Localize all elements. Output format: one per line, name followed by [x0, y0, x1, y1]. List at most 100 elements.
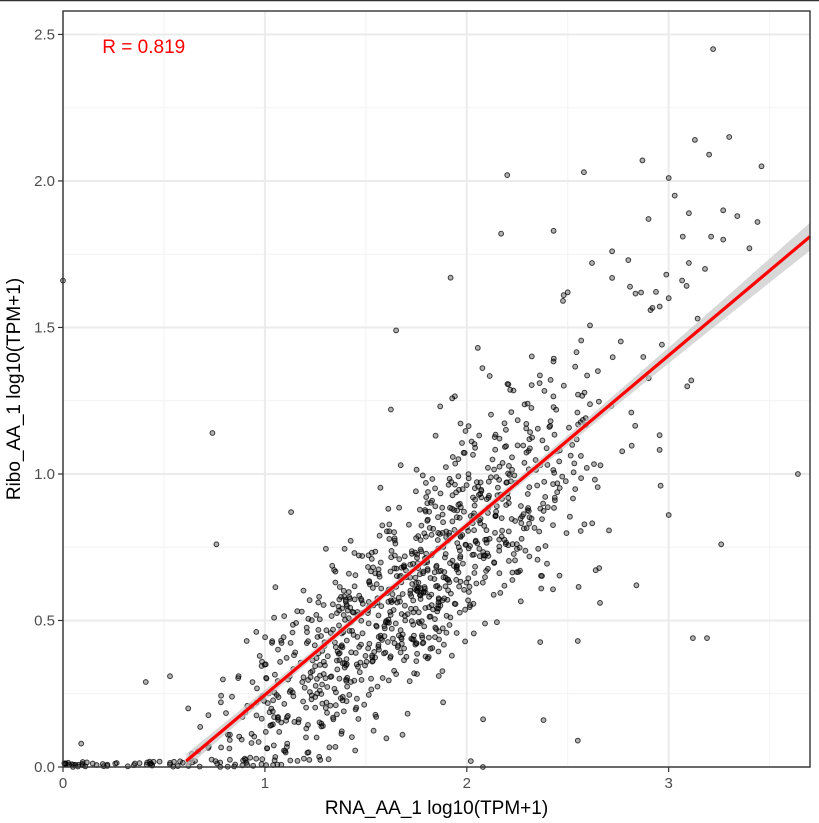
data-point — [363, 658, 370, 665]
data-point — [477, 490, 484, 497]
data-point — [550, 393, 557, 400]
data-point — [485, 464, 491, 471]
data-point — [314, 676, 320, 682]
data-point — [388, 406, 394, 413]
data-point — [559, 473, 566, 480]
data-point — [408, 618, 415, 625]
data-point — [303, 624, 310, 631]
data-point — [453, 576, 460, 583]
data-point — [418, 618, 425, 624]
data-point — [596, 398, 602, 405]
data-point — [328, 613, 335, 619]
data-point — [359, 630, 366, 637]
data-point — [591, 461, 597, 468]
data-point — [531, 525, 538, 531]
data-point — [463, 542, 470, 548]
data-point — [512, 557, 518, 564]
data-point — [671, 192, 678, 199]
data-point — [283, 717, 290, 724]
data-point — [399, 591, 406, 597]
data-point — [542, 543, 549, 549]
data-point — [345, 589, 352, 595]
data-point — [541, 478, 548, 485]
data-point — [683, 283, 690, 289]
data-point — [229, 693, 235, 700]
data-point — [391, 529, 398, 536]
data-point — [433, 583, 439, 590]
data-point — [242, 757, 249, 763]
data-point — [632, 422, 639, 429]
data-point — [746, 245, 753, 252]
data-point — [457, 420, 464, 427]
data-point — [332, 744, 339, 750]
data-point — [534, 482, 541, 489]
y-tick-label: 0.5 — [34, 612, 55, 629]
data-point — [266, 709, 273, 716]
data-point — [578, 453, 584, 459]
data-point — [336, 650, 343, 656]
data-point — [443, 612, 450, 619]
data-point — [303, 725, 310, 732]
data-point — [332, 702, 339, 709]
data-point — [342, 617, 348, 623]
data-point — [409, 636, 416, 643]
data-point — [401, 645, 408, 652]
data-point — [426, 634, 432, 641]
data-point — [476, 545, 483, 552]
data-point — [538, 572, 544, 579]
data-point — [365, 620, 372, 627]
data-point — [332, 579, 339, 586]
data-point — [414, 650, 421, 657]
data-point — [319, 681, 326, 688]
data-point — [372, 570, 379, 577]
data-point — [527, 445, 533, 452]
data-point — [539, 516, 545, 522]
axes: 0 1 2 3 0.0 0.5 1.0 1.5 2.0 2.5 — [34, 26, 673, 792]
data-point — [327, 674, 334, 680]
data-point — [656, 432, 663, 439]
data-point — [513, 541, 520, 548]
data-point — [355, 716, 362, 722]
data-point — [298, 608, 305, 615]
data-point — [287, 757, 294, 764]
data-point — [462, 606, 469, 613]
data-point — [422, 605, 429, 611]
data-point — [136, 760, 143, 767]
x-tick-label: 3 — [665, 775, 673, 792]
data-point — [132, 760, 138, 767]
data-point — [368, 556, 375, 562]
data-point — [551, 494, 558, 501]
data-point — [495, 484, 501, 491]
data-point — [718, 541, 725, 548]
data-point — [473, 580, 480, 587]
data-point — [455, 456, 462, 463]
data-point — [479, 365, 486, 372]
data-point — [560, 292, 567, 299]
data-point — [470, 451, 476, 458]
data-point — [538, 585, 545, 592]
data-point — [518, 520, 525, 527]
data-point — [509, 577, 516, 583]
data-point — [300, 587, 307, 594]
data-point — [318, 633, 324, 639]
data-point — [539, 437, 546, 444]
data-point — [503, 426, 509, 433]
data-point — [456, 609, 463, 616]
x-tick-label: 2 — [463, 775, 471, 792]
data-point — [427, 645, 434, 652]
data-point — [347, 596, 353, 602]
data-point — [352, 650, 359, 656]
data-point — [428, 531, 435, 538]
data-point — [400, 564, 407, 570]
x-tick-label: 0 — [59, 775, 67, 792]
data-point — [574, 638, 581, 644]
data-point — [449, 454, 456, 460]
data-point — [496, 536, 503, 543]
data-point — [573, 349, 580, 356]
data-point — [521, 459, 528, 466]
data-point — [410, 609, 417, 616]
data-point — [524, 491, 531, 497]
data-point — [291, 652, 297, 659]
data-point — [454, 562, 460, 569]
data-point — [449, 518, 456, 525]
